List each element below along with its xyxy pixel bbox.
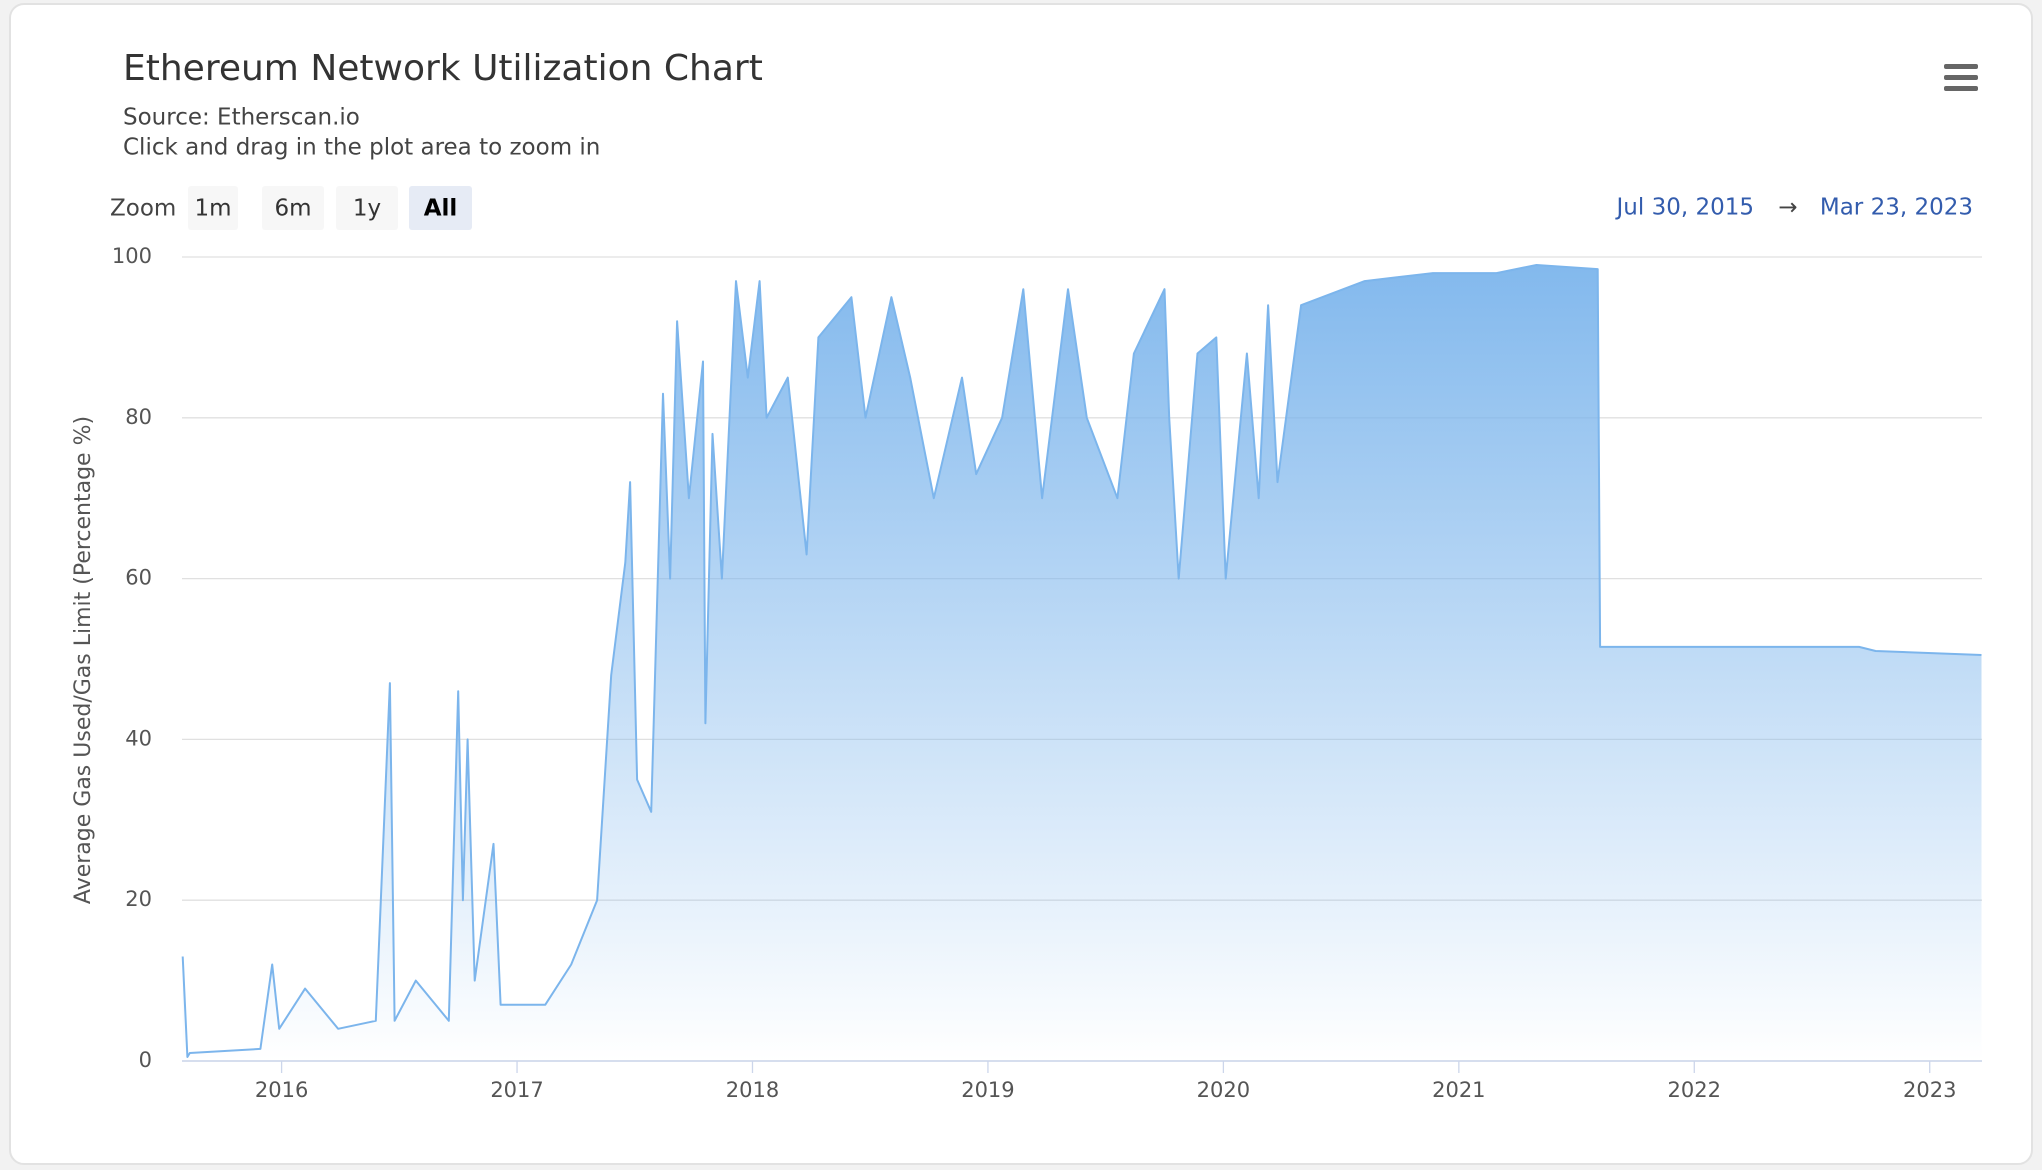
y-tick-label: 0	[139, 1048, 152, 1072]
range-from[interactable]: Jul 30, 2015	[1615, 195, 1754, 221]
subtitle: Source: Etherscan.io	[123, 105, 360, 131]
zoom-button[interactable]	[262, 186, 324, 230]
y-tick-label: 40	[125, 726, 152, 750]
y-tick-label: 60	[125, 566, 152, 590]
x-tick-label: 2018	[726, 1078, 779, 1102]
y-tick-label: 100	[112, 244, 152, 268]
x-tick-label: 2019	[961, 1078, 1014, 1102]
subtitle: Click and drag in the plot area to zoom …	[123, 135, 600, 161]
y-tick-label: 20	[125, 887, 152, 911]
zoom-button-label[interactable]: 6m	[274, 196, 311, 222]
x-tick-label: 2017	[490, 1078, 543, 1102]
zoom-button-label[interactable]: All	[424, 196, 458, 222]
y-axis-title: Average Gas Used/Gas Limit (Percentage %…	[71, 416, 96, 904]
x-tick-label: 2023	[1903, 1078, 1956, 1102]
zoom-button[interactable]	[188, 186, 238, 230]
x-tick-label: 2020	[1197, 1078, 1250, 1102]
area	[182, 265, 1982, 1061]
zoom-button-label[interactable]: 1y	[353, 196, 381, 222]
zoom-button[interactable]	[409, 186, 472, 230]
range-to[interactable]: Mar 23, 2023	[1820, 195, 1973, 221]
x-tick-label: 2022	[1668, 1078, 1721, 1102]
chart-title: Ethereum Network Utilization Chart	[123, 48, 763, 89]
x-tick-label: 2016	[255, 1078, 308, 1102]
line	[181, 264, 1982, 1058]
y-tick-label: 80	[125, 405, 152, 429]
zoom-label: Zoom	[110, 196, 176, 222]
zoom-button-label[interactable]: 1m	[194, 196, 231, 222]
menu-icon[interactable]	[1944, 64, 1978, 91]
x-tick-label: 2021	[1432, 1078, 1485, 1102]
range-arrow: →	[1778, 195, 1797, 221]
zoom-button[interactable]	[336, 186, 398, 230]
